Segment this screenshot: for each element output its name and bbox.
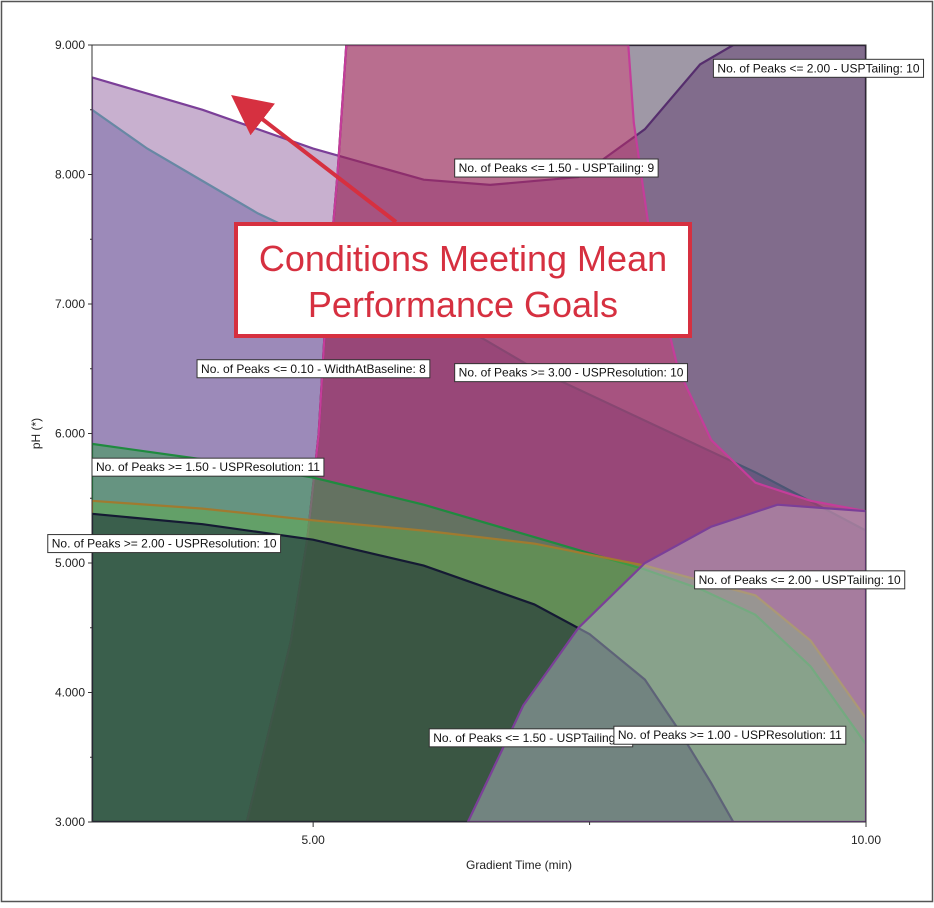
constraint-label: No. of Peaks >= 1.00 - USPResolution: 11 <box>613 725 847 745</box>
y-tick-label: 4.000 <box>55 686 85 700</box>
constraint-label-text: No. of Peaks <= 2.00 - USPTailing: 10 <box>699 573 901 587</box>
callout-text-line: Conditions Meeting Mean <box>259 238 667 279</box>
y-tick-label: 3.000 <box>55 815 85 829</box>
y-tick-label: 9.000 <box>55 38 85 52</box>
constraint-label-box <box>454 158 659 178</box>
constraint-label-text: No. of Peaks <= 2.00 - USPTailing: 10 <box>717 61 919 75</box>
constraint-label-box <box>712 58 925 78</box>
y-tick-label: 7.000 <box>55 297 85 311</box>
y-tick-label: 5.000 <box>55 556 85 570</box>
constraint-label: No. of Peaks >= 3.00 - USPResolution: 10 <box>454 363 688 383</box>
callout-box <box>234 222 692 338</box>
x-axis-label: Gradient Time (min) <box>466 858 572 872</box>
constraint-label: No. of Peaks >= 2.00 - USPResolution: 10 <box>47 534 282 554</box>
constraint-label: No. of Peaks <= 2.00 - USPTailing: 10 <box>694 570 906 590</box>
y-tick-label: 6.000 <box>55 427 85 441</box>
y-axis-label: pH (*) <box>29 418 43 449</box>
constraint-label: No. of Peaks <= 1.50 - USPTailing: 9 <box>428 728 634 748</box>
constraint-label: No. of Peaks >= 1.50 - USPResolution: 11 <box>91 457 325 477</box>
constraint-label-box <box>196 359 431 379</box>
constraint-label-box <box>694 570 906 590</box>
callout-text-line: Performance Goals <box>308 284 618 325</box>
constraint-label-box <box>47 534 282 554</box>
constraint-label: No. of Peaks <= 1.50 - USPTailing: 9 <box>454 158 659 178</box>
constraint-label-text: No. of Peaks <= 1.50 - USPTailing: 9 <box>433 731 629 745</box>
callout-arrow <box>231 95 398 224</box>
constraint-label-text: No. of Peaks >= 3.00 - USPResolution: 10 <box>459 366 684 380</box>
x-tick-label: 5.00 <box>301 833 325 847</box>
constraint-label-text: No. of Peaks >= 1.50 - USPResolution: 11 <box>96 460 320 474</box>
constraint-label: No. of Peaks <= 2.00 - USPTailing: 10 <box>712 58 925 78</box>
constraint-label-box <box>613 725 847 745</box>
constraint-label-box <box>91 457 325 477</box>
constraint-label-box <box>454 363 688 383</box>
y-tick-label: 8.000 <box>55 168 85 182</box>
constraint-label-text: No. of Peaks <= 1.50 - USPTailing: 9 <box>459 161 655 175</box>
x-tick-label: 10.00 <box>851 833 881 847</box>
constraint-label-text: No. of Peaks >= 2.00 - USPResolution: 10 <box>52 537 277 551</box>
constraint-label-text: No. of Peaks >= 1.00 - USPResolution: 11 <box>618 728 842 742</box>
constraint-label-text: No. of Peaks <= 0.10 - WidthAtBaseline: … <box>201 362 426 376</box>
constraint-label: No. of Peaks <= 0.10 - WidthAtBaseline: … <box>196 359 431 379</box>
